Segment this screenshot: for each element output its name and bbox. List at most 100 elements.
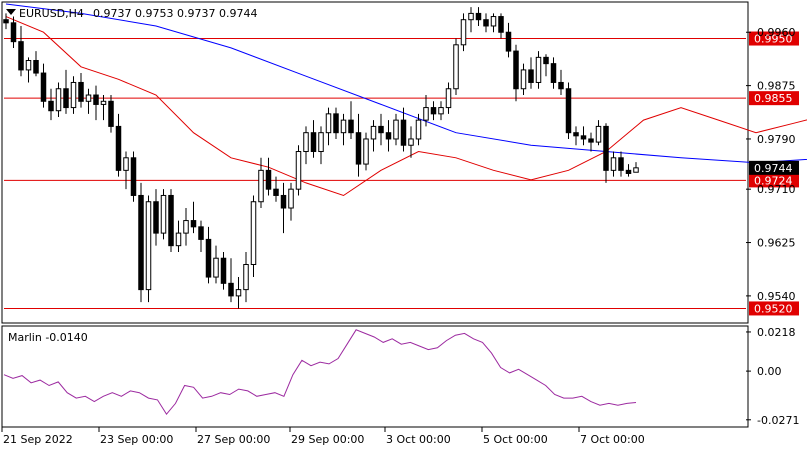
candle [250,195,257,278]
current-price-label: 0.9744 [754,162,793,175]
symbol-label: EURUSD,H4 [19,7,84,20]
candle [408,126,414,158]
time-tick-label: 29 Sep 00:00 [291,433,364,446]
candle [175,220,182,252]
candle [385,120,392,152]
ohlc-open: 0.9737 [93,7,132,20]
price-axis: 0.9950 0.9855 0.9724 0.9520 0.9960 0.9875 0.97… [746,26,799,427]
candle [3,13,9,30]
bear-candle-body [3,19,9,24]
candle [535,51,542,89]
bear-candle-body [265,169,272,190]
bear-candle-body [498,16,504,33]
candle [430,101,437,121]
bull-candle-body [610,157,617,171]
bear-candle-body [168,194,174,247]
candle [603,123,609,183]
bear-candle-body [625,169,632,174]
candle [363,132,369,171]
candle [580,126,587,146]
bull-candle-body [55,88,62,112]
bear-candle-body [378,125,384,134]
candle [445,82,452,114]
bear-candle-body [115,125,122,171]
candle [85,88,92,114]
candle [543,54,549,77]
candle [565,82,572,139]
candle [280,182,287,234]
candle [100,95,107,121]
level-price-label: 0.9724 [754,174,793,187]
bear-candle-body [138,194,144,291]
candle [198,220,204,252]
candle [273,176,279,202]
bull-candle-body [295,151,302,190]
bear-candle-body [18,41,24,71]
bear-candle-body [10,22,17,43]
bear-candle-body [153,201,159,234]
bear-candle-body [190,220,197,228]
candle [625,164,632,177]
osc-tick-label: -0.0271 [757,414,799,427]
time-tick-label: 27 Sep 00:00 [197,433,270,446]
candle [333,107,339,139]
candle [318,126,324,165]
bull-candle-body [393,119,399,140]
bear-candle-body [400,119,407,146]
bear-candle-body [385,132,392,140]
candle [393,113,399,146]
candle [595,120,602,146]
candle [588,132,594,152]
candle [468,7,474,33]
bear-candle-body [48,100,54,112]
candle [520,63,527,96]
dropdown-triangle-icon[interactable] [6,9,16,15]
time-tick-label: 21 Sep 2022 [3,433,73,446]
bull-candle-body [213,257,219,278]
oscillator-line [3,329,637,416]
bear-candle-body [558,81,564,90]
oscillator-layer [3,329,637,416]
bear-candle-body [513,50,519,90]
bear-candle-body [33,59,39,74]
candle [438,101,444,121]
bull-candle-body [70,81,77,109]
candle [370,120,377,152]
candle [160,189,167,240]
bear-candle-body [565,88,572,134]
candle [423,95,429,127]
candle [63,69,69,114]
candle [55,82,62,117]
osc-tick-label: 0.0218 [757,326,796,339]
bear-candle-body [40,72,47,102]
candle [78,73,84,108]
candle [618,151,624,177]
candle [25,57,32,83]
candle [70,76,77,114]
bull-candle-body [325,113,332,134]
bull-candle-body [123,157,129,171]
candle [340,113,347,146]
price-tick-label: 0.9625 [757,237,796,250]
ohlc-high: 0.9753 [135,7,174,20]
candle [348,101,354,139]
level-price-tag [749,31,799,46]
candle [483,13,489,33]
bull-candle-body [235,289,242,297]
bull-candle-body [408,138,414,146]
bull-candle-body [445,88,452,109]
bull-candle-body [633,167,639,173]
candle [550,57,557,89]
horizontal-levels [4,38,746,309]
bull-candle-body [243,264,249,291]
candle [475,7,482,26]
bull-candle-body [288,188,294,209]
candle [145,195,152,303]
candle [505,22,512,58]
bull-candle-body [415,119,422,140]
candle [355,113,362,177]
time-tick-label: 5 Oct 00:00 [483,433,548,446]
bear-candle-body [483,19,489,27]
candle [130,151,137,202]
